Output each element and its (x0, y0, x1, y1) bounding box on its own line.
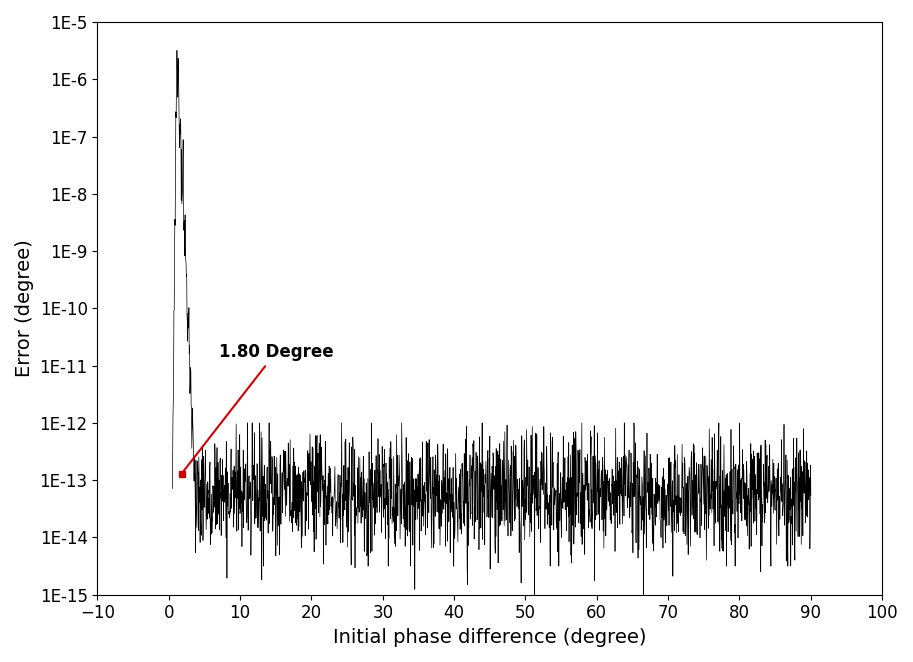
X-axis label: Initial phase difference (degree): Initial phase difference (degree) (333, 628, 646, 647)
Y-axis label: Error (degree): Error (degree) (15, 240, 34, 377)
Text: 1.80 Degree: 1.80 Degree (184, 344, 333, 471)
